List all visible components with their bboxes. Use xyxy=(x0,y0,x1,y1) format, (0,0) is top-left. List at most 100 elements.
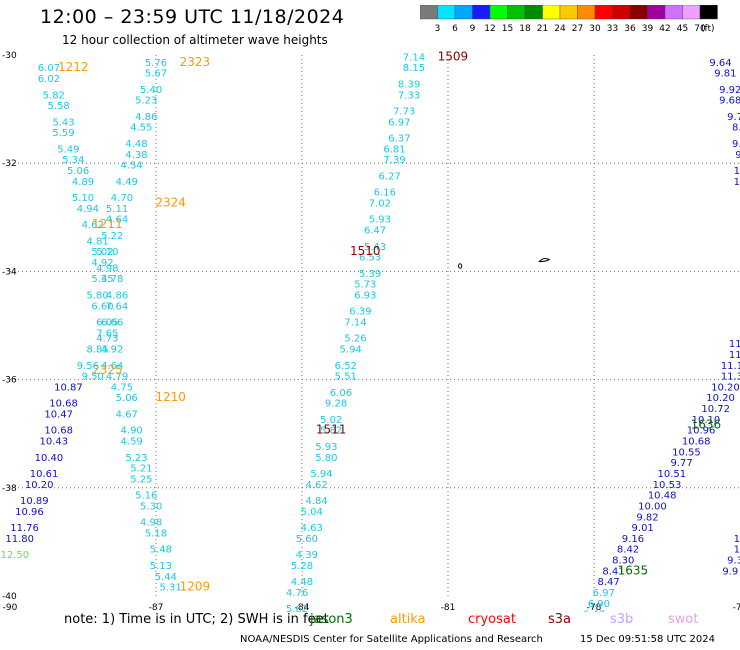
units-note: note: 1) Time is in UTC; 2) SWH is in fe… xyxy=(64,612,329,627)
wave-height-value: 6.37 xyxy=(388,134,410,145)
longitude-label: -75 xyxy=(733,603,740,612)
latitude-label: -34 xyxy=(2,267,17,277)
satellite-legend: jason3 altika cryosat s3a s3b swot xyxy=(310,612,730,630)
longitude-label: -81 xyxy=(441,603,456,612)
colorbar-tick-label: 3 xyxy=(435,24,441,34)
wave-height-value: 4.62 xyxy=(82,220,104,231)
wave-height-value: 4.62 xyxy=(305,480,327,491)
wave-height-value: 5.25 xyxy=(130,474,152,485)
wave-height-value: 6.66 xyxy=(101,318,123,329)
latitude-label: -40 xyxy=(2,592,17,602)
latitude-label: -38 xyxy=(2,484,17,494)
pass-number-label: 1510 xyxy=(350,244,381,258)
wave-height-value: 6.97 xyxy=(593,588,615,599)
colorbar-swatch xyxy=(699,5,718,20)
wave-height-value: 5.16 xyxy=(135,491,157,502)
wave-height-value: 10.43 xyxy=(39,437,68,448)
wave-height-value: 9.01 xyxy=(632,523,654,534)
wave-height-value: 4.86 xyxy=(135,112,157,123)
wave-height-value: 9.56 xyxy=(77,361,99,372)
wave-height-value: 4.67 xyxy=(116,409,138,420)
wave-height-value: 4.54 xyxy=(121,161,143,172)
wave-height-value: 5.22 xyxy=(101,231,123,242)
wave-height-value: 4.59 xyxy=(121,437,143,448)
wave-height-value: 10 xyxy=(734,545,740,556)
pass-number-label: 1211 xyxy=(92,217,123,231)
wave-height-value: 11.38 xyxy=(721,372,740,383)
satellite-legend-item: jason3 xyxy=(310,612,353,627)
wave-height-value: 7.02 xyxy=(369,198,391,209)
wave-height-value: 10.96 xyxy=(687,426,716,437)
wave-height-value: 4.55 xyxy=(130,123,152,134)
longitude-label: -84 xyxy=(295,603,310,612)
wave-height-value: 5.94 xyxy=(310,469,332,480)
wave-height-value: 4.49 xyxy=(116,177,138,188)
wave-height-value: 5.80 xyxy=(315,453,337,464)
pass-number-label: 1210 xyxy=(155,390,186,404)
pass-number-label: 1212 xyxy=(58,60,89,74)
wave-height-value: 5.94 xyxy=(340,345,362,356)
colorbar-unit-label: (ft) xyxy=(701,24,715,34)
wave-height-value: 4.78 xyxy=(101,274,123,285)
wave-height-value: 9.82 xyxy=(636,512,658,523)
wave-height-value: 5.76 xyxy=(145,58,167,69)
wave-height-value: 9.81 xyxy=(714,69,736,80)
pass-number-label: 2323 xyxy=(180,55,211,69)
wave-height-value: 5.40 xyxy=(140,85,162,96)
colorbar-tick-label: 18 xyxy=(519,24,531,34)
wave-height-value: 5.80 xyxy=(86,290,108,301)
island-outline xyxy=(538,257,551,263)
wave-height-value: 8.41 xyxy=(602,566,624,577)
wave-height-value: 5.44 xyxy=(155,572,177,583)
wave-height-value: 8.47 xyxy=(597,577,619,588)
colorbar-tick-label: 45 xyxy=(677,24,688,34)
wave-height-value: 10.20 xyxy=(706,393,735,404)
wave-height-value: 6.06 xyxy=(330,388,352,399)
wave-height-value: 7.33 xyxy=(398,90,420,101)
colorbar-tick-label: 12 xyxy=(484,24,495,34)
colorbar-tick-label: 33 xyxy=(607,24,618,34)
wave-height-value: 11.10 xyxy=(721,361,740,372)
colorbar-tick-label: 27 xyxy=(572,24,583,34)
colorbar-tick-label: 42 xyxy=(659,24,670,34)
wave-height-value: 10.72 xyxy=(701,404,730,415)
wave-height-value: 11.0 xyxy=(729,339,740,350)
wave-height-value: 5.06 xyxy=(67,166,89,177)
wave-height-value: 10 xyxy=(734,177,740,188)
wave-height-value: 4.73 xyxy=(96,334,118,345)
wave-height-value: 5.39 xyxy=(359,269,381,280)
wave-height-value: 5.35 xyxy=(91,274,113,285)
wave-height-value: 6.53 xyxy=(359,253,381,264)
wave-height-value: 10 xyxy=(734,534,740,545)
wave-height-value: 9.9 xyxy=(722,566,738,577)
colorbar-tick-label: 15 xyxy=(502,24,513,34)
wave-height-value: 10.20 xyxy=(25,480,54,491)
wave-height-value: 5.58 xyxy=(48,101,70,112)
wave-height-value: 6.39 xyxy=(349,307,371,318)
wave-height-value: 6.02 xyxy=(38,74,60,85)
wave-height-value: 11.76 xyxy=(10,523,39,534)
wave-height-value: 5.13 xyxy=(150,561,172,572)
wave-height-value: 4.81 xyxy=(86,236,108,247)
wave-height-value: 6.07 xyxy=(38,63,60,74)
colorbar-tick-label: 30 xyxy=(589,24,601,34)
wave-height-value: 8.30 xyxy=(612,556,634,567)
wave-height-colorbar: 3 6 9 12 15 18 21 24 27 30 33 36 39 42 45 70(ft) xyxy=(420,5,718,34)
wave-height-value: 8.39 xyxy=(398,79,420,90)
wave-height-value: 10.40 xyxy=(35,453,64,464)
wave-height-value: 5.82 xyxy=(320,426,342,437)
wave-height-value: 10 xyxy=(734,166,740,177)
wave-height-map: -90 -87 -84 -81 -78 -75 -30 -32 -34 -36 -38 -40 6.07… xyxy=(1,49,740,612)
wave-height-value: 5.31 xyxy=(159,583,181,594)
wave-height-value: 4.84 xyxy=(305,496,327,507)
wave-height-value: 10.55 xyxy=(672,447,701,458)
wave-height-value: 8.15 xyxy=(403,63,425,74)
pass-number-label: 1209 xyxy=(180,580,211,594)
wave-height-value: 12.50 xyxy=(1,550,30,561)
wave-height-value: 8.42 xyxy=(617,545,639,556)
page-subtitle: 12 hour collection of altimeter wave hei… xyxy=(62,33,328,47)
wave-height-value: 5.73 xyxy=(354,280,376,291)
wave-height-value: 7.14 xyxy=(403,52,425,63)
longitude-label: -90 xyxy=(3,603,18,612)
